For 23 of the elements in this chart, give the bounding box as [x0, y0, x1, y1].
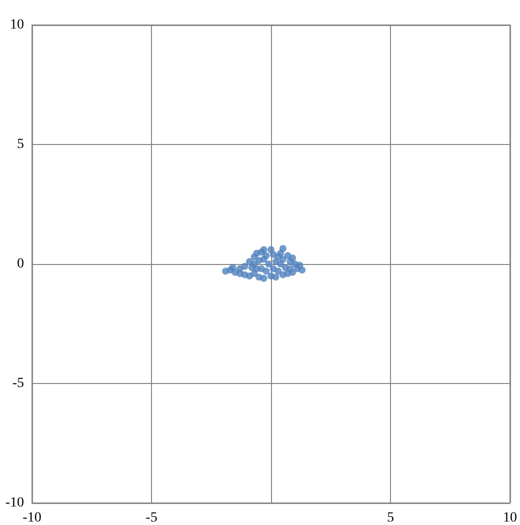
- point: [274, 253, 282, 260]
- x-tick-label: 5: [387, 510, 394, 525]
- point: [260, 274, 268, 282]
- point: [279, 244, 286, 252]
- point: [274, 268, 282, 275]
- y-tick-label: 0: [17, 256, 24, 272]
- point: [262, 268, 270, 275]
- point: [260, 246, 268, 254]
- y-tick-label: 10: [10, 18, 24, 32]
- y-tick-label: 5: [17, 137, 24, 152]
- point: [253, 265, 260, 272]
- x-tick-label: -5: [146, 510, 158, 525]
- point: [289, 254, 296, 262]
- x-tick-label: 10: [503, 510, 517, 525]
- point: [229, 264, 236, 272]
- point: [289, 268, 296, 276]
- point: [265, 260, 272, 268]
- y-tick-label: -5: [12, 376, 24, 391]
- point: [241, 262, 248, 270]
- point: [272, 274, 280, 281]
- point: [298, 266, 306, 274]
- point: [262, 252, 270, 260]
- y-tick-label: -10: [5, 496, 24, 510]
